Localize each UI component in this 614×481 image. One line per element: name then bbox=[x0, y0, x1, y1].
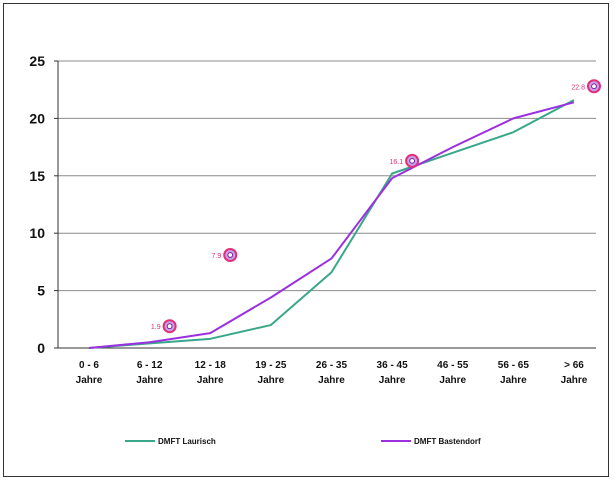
series-line bbox=[88, 101, 575, 349]
legend-label: DMFT Laurisch bbox=[158, 437, 216, 446]
x-tick-label-unit: Jahre bbox=[379, 375, 406, 386]
annotation-label: 7.9 bbox=[212, 253, 222, 260]
x-tick-label-unit: Jahre bbox=[561, 375, 588, 386]
series-line bbox=[88, 99, 575, 349]
x-tick-label: 6 - 12 bbox=[137, 360, 163, 371]
x-tick-label: 56 - 65 bbox=[498, 360, 530, 371]
y-tick-label: 0 bbox=[37, 340, 45, 356]
x-tick-label: 12 - 18 bbox=[195, 360, 227, 371]
y-tick-label: 5 bbox=[37, 283, 45, 299]
x-tick-label-unit: Jahre bbox=[318, 375, 345, 386]
x-tick-label-unit: Jahre bbox=[76, 375, 103, 386]
y-tick-label: 15 bbox=[29, 168, 45, 184]
x-tick-label-unit: Jahre bbox=[197, 375, 224, 386]
annotation-label: 1.9 bbox=[151, 324, 161, 331]
annotation-label: 22.8 bbox=[571, 84, 585, 91]
y-tick-label: 10 bbox=[29, 225, 45, 241]
annotation-marker-core bbox=[591, 83, 597, 90]
x-tick-label: 19 - 25 bbox=[255, 360, 287, 371]
y-tick-label: 20 bbox=[29, 110, 45, 126]
legend-label: DMFT Bastendorf bbox=[414, 437, 481, 446]
annotation-marker-core bbox=[166, 323, 173, 330]
x-tick-label: 26 - 35 bbox=[316, 360, 348, 371]
x-tick-label: 46 - 55 bbox=[437, 360, 469, 371]
x-tick-label-unit: Jahre bbox=[136, 375, 163, 386]
y-tick-label: 25 bbox=[29, 53, 45, 69]
x-tick-label: 0 - 6 bbox=[79, 360, 99, 371]
annotation-marker-core bbox=[227, 252, 234, 258]
x-tick-label-unit: Jahre bbox=[258, 375, 285, 386]
annotation-marker-core bbox=[409, 157, 416, 164]
x-tick-label: > 66 bbox=[564, 360, 584, 371]
chart-frame bbox=[3, 3, 609, 477]
x-tick-label-unit: Jahre bbox=[500, 375, 527, 386]
annotation-label: 16.1 bbox=[390, 159, 404, 166]
x-tick-label-unit: Jahre bbox=[439, 375, 466, 386]
x-tick-label: 36 - 45 bbox=[377, 360, 409, 371]
